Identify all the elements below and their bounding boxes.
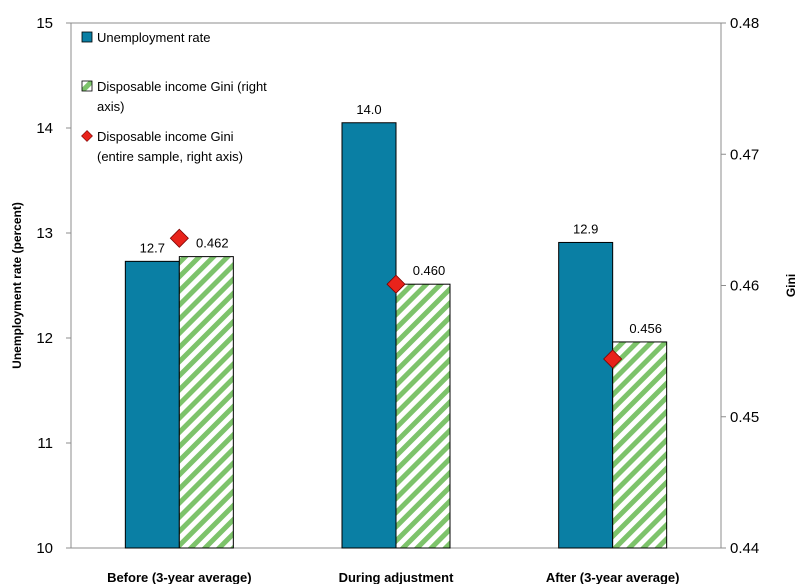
x-tick-label: Before (3-year average)	[107, 570, 252, 584]
unemployment-bar	[341, 122, 397, 549]
gini-entire-sample-marker	[603, 349, 623, 369]
unemployment-bar	[558, 241, 614, 549]
y-right-tick-label: 0.46	[730, 278, 759, 295]
legend-label-gini: Disposable income Gini (right	[97, 79, 267, 94]
y-right-tick-label: 0.47	[730, 146, 759, 163]
legend-label-unemployment: Unemployment rate	[97, 30, 210, 45]
legend-label-gini: axis)	[97, 99, 124, 114]
gini-data-label: 0.460	[413, 263, 446, 278]
gini-bar	[178, 256, 234, 549]
gini-bar	[395, 283, 451, 549]
y-left-tick-label: 13	[36, 225, 53, 242]
unemployment-data-label: 12.7	[140, 240, 165, 255]
y-left-tick-label: 10	[36, 540, 53, 557]
legend-swatch-unemployment	[81, 31, 93, 43]
y-right-axis-title: Gini	[784, 274, 798, 297]
gini-data-label: 0.456	[629, 321, 662, 336]
gini-entire-sample-marker	[169, 228, 189, 248]
y-right-tick-label: 0.45	[730, 409, 759, 426]
x-tick-label: During adjustment	[339, 570, 455, 584]
legend-swatch-gini-entire-sample	[81, 130, 93, 142]
y-left-tick-label: 11	[37, 435, 53, 452]
gini-entire-sample-marker	[386, 274, 406, 294]
unemployment-data-label: 14.0	[356, 102, 381, 117]
legend-label-gini-entire-sample: Disposable income Gini	[97, 129, 234, 144]
gini-bar	[612, 341, 668, 549]
unemployment-bar	[124, 260, 180, 549]
legend-label-gini-entire-sample: (entire sample, right axis)	[97, 149, 243, 164]
unemployment-data-label: 12.9	[573, 221, 598, 236]
y-right-tick-label: 0.44	[730, 540, 759, 557]
y-left-tick-label: 14	[36, 120, 53, 137]
y-left-tick-label: 12	[36, 330, 53, 347]
y-left-tick-label: 15	[36, 15, 53, 32]
y-left-axis-title: Unemployment rate (percent)	[10, 202, 24, 369]
y-right-tick-label: 0.48	[730, 15, 759, 32]
gini-data-label: 0.462	[196, 236, 229, 251]
x-tick-label: After (3-year average)	[546, 570, 680, 584]
legend-swatch-gini	[81, 80, 93, 92]
